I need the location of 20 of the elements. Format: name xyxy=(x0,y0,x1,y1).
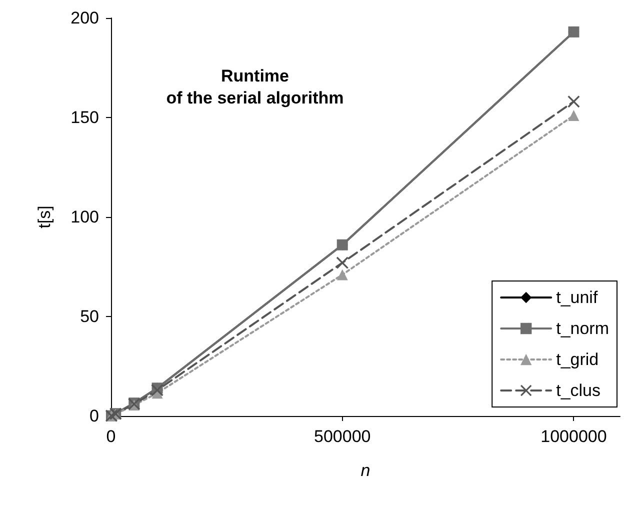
point xyxy=(568,110,580,122)
text: Runtime of the serial algorithm xyxy=(166,66,344,108)
legend-label: t_norm xyxy=(556,319,610,338)
x-tick-label: 1000000 xyxy=(540,427,607,446)
point xyxy=(151,384,164,396)
legend-label: t_unif xyxy=(556,288,598,307)
y-tick-label: 0 xyxy=(90,406,99,426)
point xyxy=(336,269,348,280)
x-tick-label: 500000 xyxy=(314,427,371,446)
legend-label: t_grid xyxy=(556,350,599,369)
y-tick-label: 150 xyxy=(70,108,99,127)
y-tick-label: 50 xyxy=(80,307,99,326)
x-tick-label: 0 xyxy=(106,427,116,446)
legend-label: t_clus xyxy=(556,381,601,400)
x-axis-title: n xyxy=(360,461,370,480)
point xyxy=(568,96,580,108)
y-tick-label: 100 xyxy=(70,208,99,226)
y-axis-title: t[s] xyxy=(35,206,54,228)
point xyxy=(336,256,348,269)
y-tick-label: 200 xyxy=(70,8,99,28)
